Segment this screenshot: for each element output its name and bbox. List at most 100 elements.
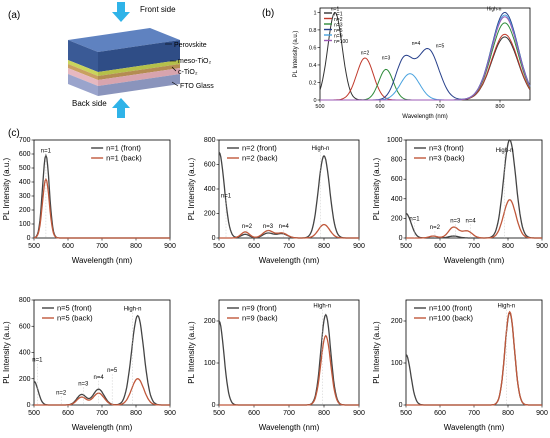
x-tick-label: 800 xyxy=(502,243,514,250)
panel-label-b: (b) xyxy=(262,8,275,19)
y-tick-label: 600 xyxy=(391,176,403,183)
x-tick-label: 700 xyxy=(283,243,295,250)
peak-annotation: n=3 xyxy=(263,224,274,230)
panel-label-c: (c) xyxy=(8,128,20,139)
y-tick-label: 800 xyxy=(391,157,403,164)
peak-annotation: High-n xyxy=(124,307,142,313)
peak-annotation: High-n xyxy=(487,7,502,13)
legend-entry: n=3 xyxy=(334,23,343,29)
back-arrow-icon xyxy=(112,98,130,118)
plot-frame xyxy=(218,299,360,406)
legend-entry: n=3 (front) xyxy=(429,144,464,153)
x-axis-label: Wavelength (nm) xyxy=(259,423,320,432)
peak-annotation: n=2 xyxy=(361,50,370,56)
x-tick-label: 800 xyxy=(502,410,514,417)
device-schematic: Front side Perovskite meso-TiO₂ c-TiO₂ F… xyxy=(68,2,214,118)
layer-label-c-tio2: c-TiO₂ xyxy=(178,69,198,76)
legend-entry: n=1 (front) xyxy=(106,144,141,153)
peak-annotation: n=5 xyxy=(436,43,445,49)
peak-annotation: High-n xyxy=(312,146,330,152)
chart-svg: 500 600 700 800 900 0 200 400 600 800 Wavelength (… xyxy=(2,297,176,432)
x-tick-label: 600 xyxy=(62,410,74,417)
legend-entry: n=9 xyxy=(334,34,343,40)
layer-label-fto-glass: FTO Glass xyxy=(180,83,214,90)
legend-entry: n=100 (front) xyxy=(429,304,473,313)
plot-frame xyxy=(405,299,543,406)
y-tick-label: 200 xyxy=(391,318,403,325)
y-tick-label: 200 xyxy=(19,376,31,383)
peak-annotation: n=5 xyxy=(107,368,118,374)
y-tick-label: 600 xyxy=(204,162,216,169)
x-tick-label: 900 xyxy=(164,243,176,250)
layer-label-perovskite: Perovskite xyxy=(174,42,207,49)
peak-annotation: n=1 xyxy=(41,149,52,155)
x-tick-label: 900 xyxy=(164,410,176,417)
chart-c2: 500 600 700 800 900 0 200 400 600 800 Wavelength (… xyxy=(185,136,367,266)
x-tick-label: 500 xyxy=(28,410,40,417)
series-line xyxy=(219,334,359,406)
y-tick-label: 500 xyxy=(19,165,31,172)
peak-annotation: High-n xyxy=(496,148,514,154)
y-tick-label: 1000 xyxy=(387,137,403,144)
x-tick-label: 600 xyxy=(434,410,446,417)
series-line xyxy=(218,151,359,239)
y-axis-label: PL Intensity (a.u.) xyxy=(293,31,299,78)
y-tick-label: 400 xyxy=(19,350,31,357)
x-tick-label: 900 xyxy=(353,410,365,417)
peak-annotation: n=2 xyxy=(242,224,253,230)
y-tick-label: 200 xyxy=(204,318,216,325)
y-tick-label: 200 xyxy=(391,215,403,222)
y-axis-label: PL Intensity (a.u.) xyxy=(2,157,11,220)
series-line xyxy=(405,139,542,239)
x-tick-label: 500 xyxy=(213,243,225,250)
x-tick-label: 900 xyxy=(536,243,548,250)
panel-label-a: (a) xyxy=(8,10,21,21)
schematic-panel: (a) Front side Perovskite meso-TiO₂ c-Ti… xyxy=(0,0,245,120)
series-line xyxy=(406,199,542,239)
peak-annotation: n=3 xyxy=(382,56,391,62)
peak-annotation: High-n xyxy=(497,304,515,310)
x-tick-label: 600 xyxy=(62,243,74,250)
legend-entry: n=100 xyxy=(334,39,348,45)
y-tick-label: 0 xyxy=(27,402,31,409)
peak-annotation: n=4 xyxy=(94,375,105,381)
series-line xyxy=(219,223,359,239)
layer-stack xyxy=(68,28,180,96)
peak-annotation: n=2 xyxy=(430,225,441,231)
series-line xyxy=(33,177,170,239)
legend-entry: n=1 (back) xyxy=(106,154,142,163)
y-tick-label: 800 xyxy=(19,297,31,304)
y-tick-label: 400 xyxy=(19,179,31,186)
x-axis-label: Wavelength (nm) xyxy=(259,256,320,265)
peak-annotation: n=1 xyxy=(409,216,420,222)
y-tick-label: 700 xyxy=(19,137,31,144)
series-line xyxy=(33,153,170,239)
y-tick-label: 1 xyxy=(313,10,316,16)
series-line xyxy=(34,378,170,406)
x-tick-label: 800 xyxy=(495,104,504,110)
y-tick-label: 600 xyxy=(19,323,31,330)
series-line xyxy=(33,314,170,406)
y-axis-label: PL Intensity (a.u.) xyxy=(372,157,381,220)
x-tick-label: 900 xyxy=(536,410,548,417)
x-axis-label: Wavelength (nm) xyxy=(72,423,133,432)
legend-entry: n=2 (back) xyxy=(242,154,278,163)
x-tick-label: 600 xyxy=(434,243,446,250)
x-tick-label: 500 xyxy=(315,104,324,110)
chart-b: 500 600 700 800 0 0.2 0.4 0.6 0.8 1 Wavelength (nm… xyxy=(290,2,535,120)
chart-c3: 500 600 700 800 900 0 200 400 600 800 1000 Waveleng… xyxy=(370,136,550,266)
legend-entry: n=9 (front) xyxy=(242,304,277,313)
x-axis-label: Wavelength (nm) xyxy=(72,256,133,265)
x-tick-label: 600 xyxy=(248,243,260,250)
x-tick-label: 600 xyxy=(375,104,384,110)
chart-svg: 500 600 700 800 900 0 100 200 Wavelength (nm) PL … xyxy=(187,299,365,432)
chart-svg: 500 600 700 800 900 0 200 400 600 800 Wavelength (… xyxy=(187,137,365,265)
x-tick-label: 700 xyxy=(468,410,480,417)
legend-entry: n=5 (front) xyxy=(57,304,92,313)
y-tick-label: 200 xyxy=(19,207,31,214)
y-tick-label: 0 xyxy=(212,402,216,409)
x-tick-label: 900 xyxy=(353,243,365,250)
plot-frame xyxy=(33,139,171,239)
legend-entry: n=2 xyxy=(334,17,343,23)
y-tick-label: 300 xyxy=(19,193,31,200)
